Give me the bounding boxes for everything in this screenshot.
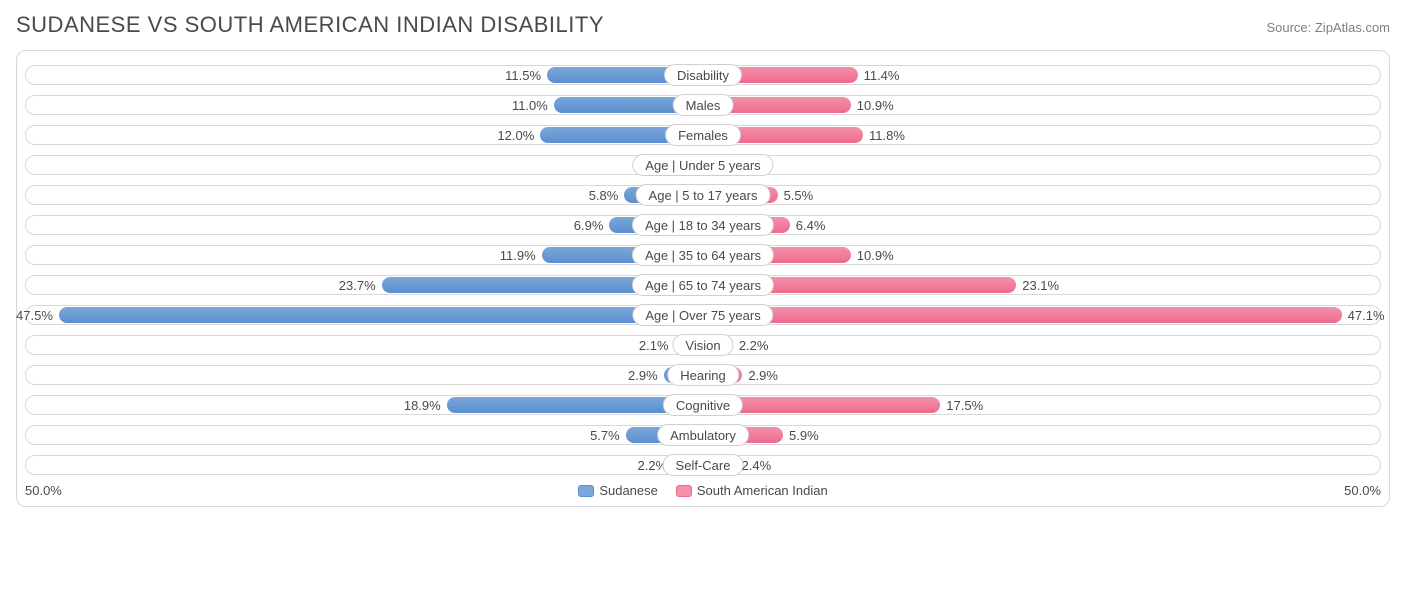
category-pill: Self-Care (663, 454, 744, 476)
value-label-left: 11.9% (500, 243, 542, 267)
chart-title: SUDANESE VS SOUTH AMERICAN INDIAN DISABI… (16, 12, 604, 38)
value-label-right: 5.5% (778, 183, 814, 207)
chart-row: 2.1% 2.2%Vision (25, 333, 1381, 357)
chart-footer: 50.0% Sudanese South American Indian 50.… (25, 483, 1381, 498)
category-pill: Age | 5 to 17 years (636, 184, 771, 206)
axis-left-max: 50.0% (25, 483, 62, 498)
chart-row: 47.5%47.1%Age | Over 75 years (25, 303, 1381, 327)
chart-row: 5.7% 5.9% Ambulatory (25, 423, 1381, 447)
category-pill: Hearing (667, 364, 739, 386)
chart-row: 18.9% 17.5% Cognitive (25, 393, 1381, 417)
value-label-right: 23.1% (1016, 273, 1059, 297)
value-label-left: 12.0% (497, 123, 540, 147)
value-label-left: 11.0% (512, 93, 554, 117)
category-pill: Vision (672, 334, 733, 356)
chart-row: 11.0% 10.9% Males (25, 93, 1381, 117)
value-label-left: 5.7% (590, 423, 626, 447)
value-label-left: 23.7% (339, 273, 382, 297)
value-label-left: 2.1% (639, 333, 675, 357)
category-pill: Females (665, 124, 741, 146)
value-label-right: 2.9% (742, 363, 778, 387)
legend-swatch-left (578, 485, 594, 497)
value-label-right: 10.9% (851, 243, 894, 267)
value-label-right: 5.9% (783, 423, 819, 447)
chart-row: 5.8% 5.5% Age | 5 to 17 years (25, 183, 1381, 207)
value-label-left: 2.9% (628, 363, 664, 387)
source-attribution: Source: ZipAtlas.com (1266, 20, 1390, 35)
axis-right-max: 50.0% (1344, 483, 1381, 498)
category-pill: Age | 18 to 34 years (632, 214, 774, 236)
legend-item-right: South American Indian (676, 483, 828, 498)
chart-row: 2.2%2.4%Self-Care (25, 453, 1381, 477)
category-pill: Disability (664, 64, 742, 86)
bar-left (59, 307, 703, 323)
value-label-left: 11.5% (505, 63, 547, 87)
category-pill: Ambulatory (657, 424, 749, 446)
diverging-bar-chart: 11.5% 11.4% Disability 11.0% 10.9% Males 12.0%… (16, 50, 1390, 507)
category-pill: Males (673, 94, 734, 116)
category-pill: Age | Under 5 years (632, 154, 773, 176)
category-pill: Age | 65 to 74 years (632, 274, 774, 296)
value-label-right: 6.4% (790, 213, 826, 237)
value-label-left: 18.9% (404, 393, 447, 417)
value-label-right: 17.5% (940, 393, 983, 417)
chart-row: 11.5% 11.4% Disability (25, 63, 1381, 87)
category-pill: Age | Over 75 years (632, 304, 773, 326)
legend: Sudanese South American Indian (578, 483, 827, 498)
legend-swatch-right (676, 485, 692, 497)
value-label-left: 47.5% (16, 303, 59, 327)
value-label-left: 6.9% (574, 213, 610, 237)
value-label-right: 2.2% (733, 333, 769, 357)
value-label-left: 5.8% (589, 183, 625, 207)
value-label-right: 11.8% (863, 123, 905, 147)
chart-row: 23.7% 23.1% Age | 65 to 74 years (25, 273, 1381, 297)
bar-right (703, 307, 1342, 323)
chart-rows: 11.5% 11.4% Disability 11.0% 10.9% Males 12.0%… (25, 63, 1381, 477)
legend-label-left: Sudanese (599, 483, 658, 498)
chart-row: 6.9% 6.4% Age | 18 to 34 years (25, 213, 1381, 237)
chart-row: 1.1%1.3%Age | Under 5 years (25, 153, 1381, 177)
category-pill: Cognitive (663, 394, 743, 416)
legend-item-left: Sudanese (578, 483, 658, 498)
chart-row: 11.9% 10.9% Age | 35 to 64 years (25, 243, 1381, 267)
category-pill: Age | 35 to 64 years (632, 244, 774, 266)
value-label-right: 47.1% (1342, 303, 1385, 327)
chart-header: SUDANESE VS SOUTH AMERICAN INDIAN DISABI… (16, 12, 1390, 38)
chart-row: 2.9% 2.9%Hearing (25, 363, 1381, 387)
value-label-right: 10.9% (851, 93, 894, 117)
value-label-right: 11.4% (858, 63, 900, 87)
legend-label-right: South American Indian (697, 483, 828, 498)
chart-row: 12.0% 11.8% Females (25, 123, 1381, 147)
